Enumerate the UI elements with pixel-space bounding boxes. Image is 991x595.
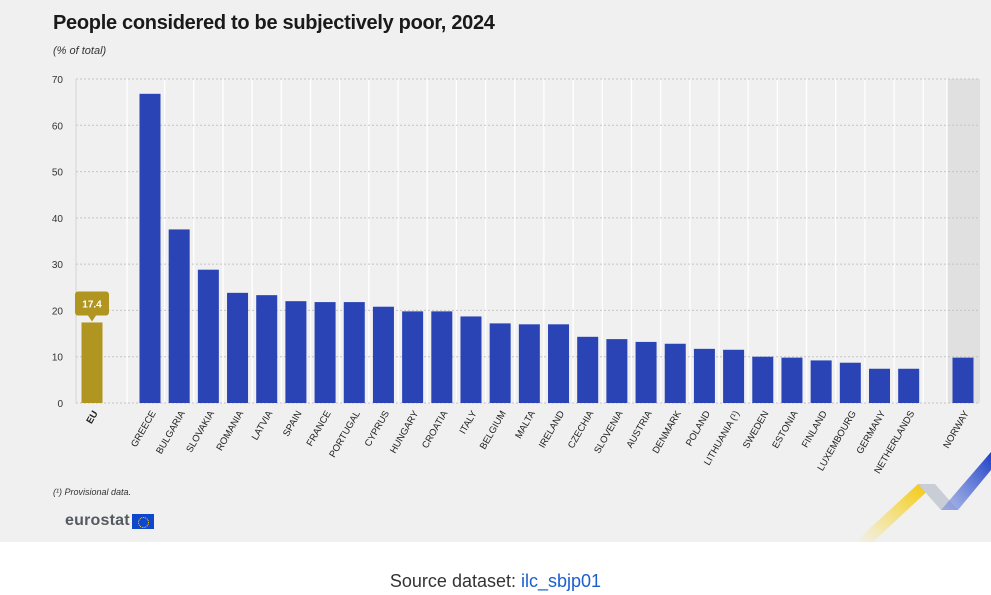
bar-italy (460, 316, 482, 403)
bar-poland (693, 348, 715, 403)
bar-latvia (256, 295, 278, 403)
x-tick-label: BELGIUM (478, 409, 509, 452)
bar-eu (81, 322, 103, 403)
bar-malta (518, 324, 540, 403)
x-tick-label: CROATIA (420, 408, 451, 450)
eu-data-label: 17.4 (82, 299, 102, 310)
bar-luxembourg (839, 362, 861, 403)
x-tick-label: DENMARK (651, 408, 685, 455)
x-tick-label: FINLAND (800, 409, 830, 450)
decorative-yellow-stripe (855, 484, 935, 542)
bar-austria (635, 341, 657, 403)
x-tick-label: SLOVAKIA (184, 408, 217, 454)
eu-data-label-badge (75, 291, 109, 322)
bar-netherlands (898, 368, 920, 403)
y-tick-label: 30 (52, 260, 64, 271)
x-tick-label: SLOVENIA (592, 408, 626, 455)
chart-title: People considered to be subjectively poo… (53, 12, 495, 34)
bar-hungary (402, 311, 424, 403)
logo-text: eurostat (65, 512, 130, 529)
bar-slovakia (197, 269, 219, 403)
y-tick-label: 10 (52, 353, 64, 364)
bar-croatia (431, 311, 453, 403)
eurostat-logo: eurostat (65, 512, 154, 530)
bar-belgium (489, 323, 511, 403)
source-label: Source dataset: (389, 571, 516, 591)
x-tick-label: PORTUGAL (327, 409, 363, 460)
x-tick-label: ROMANIA (214, 408, 246, 452)
x-tick-label: BULGARIA (154, 408, 188, 456)
x-tick-label: CYPRUS (363, 409, 392, 449)
x-tick-label: IRELAND (537, 409, 567, 450)
y-tick-label: 60 (52, 121, 64, 132)
bar-ireland (548, 324, 570, 403)
y-tick-label: 50 (52, 168, 64, 179)
footnote: (¹) Provisional data. (53, 487, 132, 497)
bar-czechia (577, 336, 599, 403)
bar-norway (952, 357, 974, 403)
y-tick-label: 20 (52, 306, 64, 317)
bar-portugal (343, 302, 365, 403)
x-tick-label: NORWAY (941, 408, 972, 450)
y-tick-label: 0 (57, 399, 63, 410)
decorative-blue-stripe (941, 452, 991, 510)
bar-finland (810, 360, 832, 403)
bar-france (314, 302, 336, 403)
bar-spain (285, 301, 307, 403)
bar-cyprus (372, 306, 394, 403)
x-tick-label: HUNGARY (388, 408, 422, 455)
bar-lithuania (723, 349, 745, 403)
x-tick-label: GERMANY (855, 408, 889, 456)
x-tick-label-eu: EU (84, 409, 100, 426)
y-tick-label: 40 (52, 214, 64, 225)
bar-sweden (752, 356, 774, 403)
x-tick-label: GREECE (129, 409, 159, 449)
efta-band (947, 79, 980, 403)
chart-canvas: 0 10 20 30 40 50 60 70 EU GREECEBULGARIASLOVAKIA… (52, 75, 991, 542)
x-tick-label: FRANCE (305, 409, 334, 448)
source-line: Source dataset: ilc_sbjp01 (0, 571, 991, 592)
y-tick-label: 70 (52, 75, 64, 86)
y-axis-unit-label: (% of total) (53, 45, 107, 57)
x-tick-label: ITALY (458, 408, 480, 436)
x-tick-label: ESTONIA (770, 408, 801, 450)
x-tick-label: SWEDEN (741, 409, 771, 451)
bar-romania (227, 292, 249, 403)
bar-slovenia (606, 339, 628, 403)
eu-flag-icon (131, 513, 154, 529)
x-tick-label: POLAND (684, 409, 713, 448)
bar-greece (139, 93, 161, 403)
source-dataset-link[interactable]: ilc_sbjp01 (521, 571, 602, 591)
x-tick-label: MALTA (513, 408, 538, 440)
bar-denmark (664, 343, 686, 403)
chart-panel: 0 10 20 30 40 50 60 70 EU GREECE BULGARIA SLOVAKIA… (0, 0, 991, 542)
bar-bulgaria (168, 229, 190, 403)
x-tick-label: LATVIA (250, 408, 276, 442)
x-tick-label: SPAIN (281, 409, 304, 439)
x-tick-label: AUSTRIA (625, 408, 655, 450)
x-tick-label: CZECHIA (566, 408, 597, 450)
bar-germany (869, 368, 890, 403)
bar-estonia (781, 357, 803, 403)
